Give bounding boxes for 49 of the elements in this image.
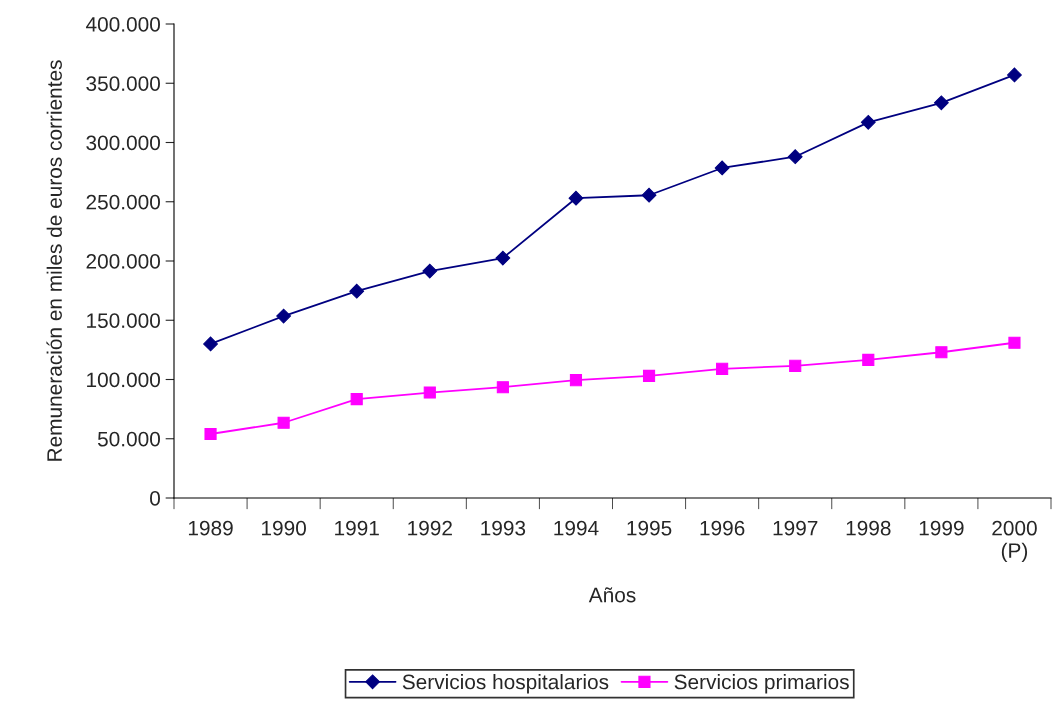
point [423, 386, 436, 399]
y-tick-label: 200.000 [86, 254, 160, 269]
point [933, 95, 949, 111]
x-tick-label: 1996 [700, 520, 745, 536]
x-tick-label: 1989 [188, 520, 233, 536]
point [495, 250, 511, 266]
point [860, 114, 876, 130]
point [276, 308, 292, 324]
point [349, 283, 365, 299]
point [714, 160, 730, 176]
y-tick-label: 250.000 [86, 194, 160, 210]
x-tick-label: 1990 [262, 520, 306, 536]
point [277, 416, 290, 429]
y-tick-label: 350.000 [86, 76, 160, 91]
y-tick-label: 400.000 [85, 17, 160, 32]
legend-label: Servicios hospitalarios [402, 674, 609, 694]
y-tick-label: 150.000 [87, 313, 160, 328]
point [935, 346, 948, 359]
point [716, 362, 729, 375]
legend-label: Servicios primarios [674, 674, 849, 694]
x-tick-label: 1998 [846, 520, 891, 536]
point [787, 149, 803, 165]
point [568, 190, 584, 206]
x-axis-title: Años [588, 587, 636, 603]
y-tick-label: 300.000 [86, 135, 160, 151]
x-tick-label: 1995 [627, 520, 672, 536]
point [203, 336, 218, 352]
point [204, 427, 217, 441]
point [641, 187, 657, 203]
point [642, 369, 656, 383]
point [789, 359, 802, 372]
point [569, 374, 583, 387]
y-tick-label: 0 [150, 491, 160, 506]
x-tick-label: 1999 [919, 520, 964, 536]
y-axis-title: Remuneración en miles de euros corrientes [46, 60, 62, 461]
x-tick-label: 1994 [554, 520, 599, 536]
y-tick-label: 100.000 [87, 372, 160, 388]
x-tick-label: 1993 [481, 520, 526, 536]
x-tick-label: 2000 (P) [992, 520, 1037, 563]
point [350, 392, 363, 406]
point [496, 381, 509, 394]
point [422, 263, 438, 279]
x-tick-label: 1997 [773, 520, 818, 536]
y-tick-label: 50.000 [97, 431, 160, 447]
point [1008, 336, 1021, 349]
point [862, 353, 875, 367]
x-tick-label: 1991 [335, 520, 379, 536]
point [1007, 67, 1022, 83]
x-tick-label: 1992 [408, 520, 452, 536]
